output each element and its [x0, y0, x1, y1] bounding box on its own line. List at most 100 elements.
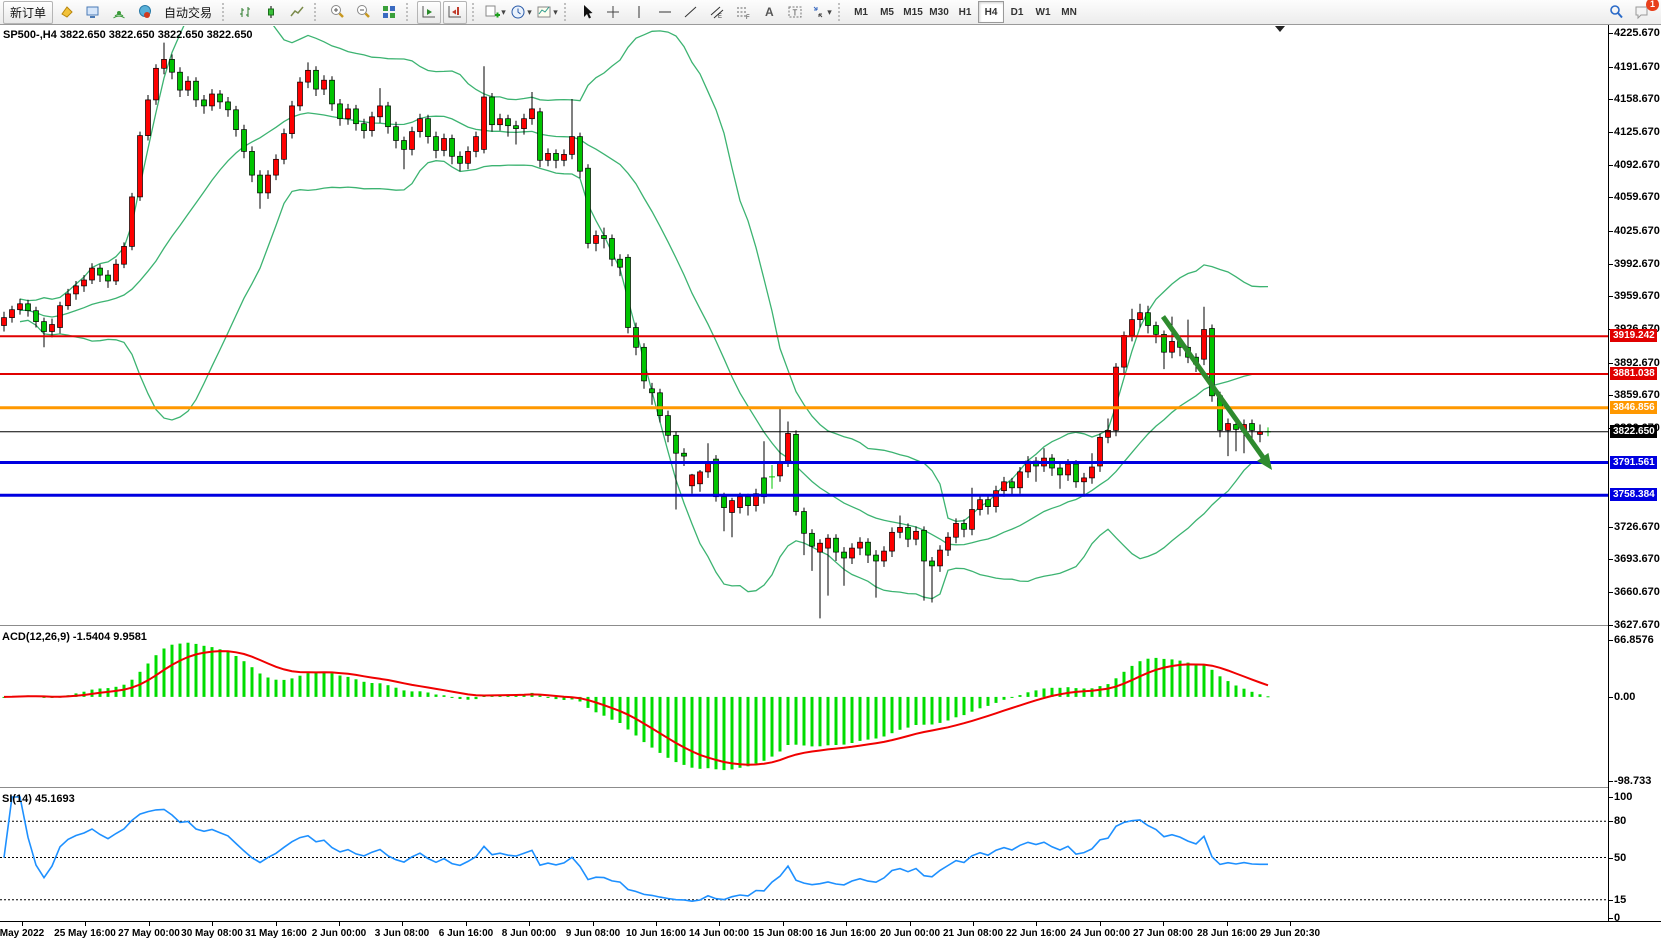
- chart-title: SP500-,H4 3822.650 3822.650 3822.650 382…: [3, 29, 253, 41]
- bar-chart-icon: [240, 7, 251, 17]
- axis-tick: [1609, 797, 1613, 798]
- chevron-down-icon[interactable]: ▾: [527, 6, 532, 17]
- timeframe-h4-button[interactable]: H4: [978, 1, 1005, 23]
- rsi-levels: [0, 820, 1608, 901]
- axis-tick: [1609, 296, 1613, 297]
- chart-shift-button[interactable]: [443, 0, 468, 24]
- toolbar-separator: [564, 3, 571, 21]
- price-axis[interactable]: 4225.670 4191.670 4158.670 4125.670 4092.670…: [1608, 25, 1661, 924]
- price-tick-label: 3859.670: [1614, 389, 1660, 401]
- new-order-button[interactable]: 新订单: [3, 0, 54, 24]
- signal-button[interactable]: [107, 1, 131, 24]
- tile-windows-button[interactable]: [377, 1, 401, 24]
- time-tick: [593, 922, 594, 926]
- price-tick-label: 4225.670: [1614, 27, 1660, 39]
- zoom-in-icon: [331, 5, 344, 18]
- horizontal-lines[interactable]: [0, 335, 1608, 497]
- time-label: 16 Jun 16:00: [815, 928, 877, 939]
- toolbar-separator: [222, 3, 229, 21]
- orders-button[interactable]: [55, 1, 79, 24]
- label-icon: T: [788, 6, 802, 18]
- timeframe-mn-button[interactable]: MN: [1061, 6, 1077, 18]
- time-label: 2 Jun 00:00: [311, 928, 367, 939]
- fibo-button[interactable]: F: [731, 1, 755, 24]
- vline-button[interactable]: [627, 1, 651, 24]
- orders-icon: [61, 6, 73, 18]
- search-button[interactable]: [1604, 1, 1628, 24]
- shapes-button[interactable]: ▾: [809, 1, 833, 24]
- timeframe-m15-button[interactable]: M15: [903, 6, 923, 18]
- axis-tick: [1609, 231, 1613, 232]
- bar-chart-button[interactable]: [233, 1, 257, 24]
- label-button[interactable]: T: [783, 1, 807, 24]
- crosshair-button[interactable]: [601, 1, 625, 24]
- cursor-icon: [584, 5, 593, 19]
- timeframe-d1-button[interactable]: D1: [1010, 6, 1024, 18]
- autotrade-label[interactable]: 自动交易: [164, 5, 213, 20]
- zoom-out-icon: [357, 5, 370, 18]
- price-chart[interactable]: [0, 26, 1608, 625]
- chat-button[interactable]: 1: [1630, 0, 1659, 24]
- chevron-down-icon[interactable]: ▾: [553, 6, 558, 17]
- channel-button[interactable]: E: [705, 1, 729, 24]
- price-tick-label: 3660.670: [1614, 586, 1660, 598]
- time-tick: [85, 922, 86, 926]
- candlestick-button[interactable]: [259, 1, 283, 24]
- time-label: 31 May 16:00: [245, 928, 307, 939]
- time-tick: [656, 922, 657, 926]
- time-label: 10 Jun 16:00: [625, 928, 687, 939]
- periods-button[interactable]: ▾: [509, 1, 533, 24]
- time-label: 22 Jun 16:00: [1005, 928, 1067, 939]
- price-tick-label: 4158.670: [1614, 93, 1660, 105]
- time-tick: [910, 922, 911, 926]
- time-tick: [529, 922, 530, 926]
- time-label: 21 Jun 08:00: [942, 928, 1004, 939]
- axis-tick: [1609, 363, 1613, 364]
- axis-tick: [1609, 197, 1613, 198]
- zoom-out-button[interactable]: [351, 1, 375, 24]
- svg-text:E: E: [718, 14, 722, 20]
- trend-arrow[interactable]: [1160, 315, 1272, 470]
- indicators-icon: [485, 5, 501, 18]
- axis-tick: [1609, 99, 1613, 100]
- rsi-pane[interactable]: [0, 790, 1608, 920]
- hline-button[interactable]: [653, 1, 677, 24]
- indicators-button[interactable]: ▾: [483, 1, 507, 24]
- terminal-button[interactable]: [81, 1, 105, 24]
- timeframe-m5-button[interactable]: M5: [880, 6, 894, 18]
- templates-button[interactable]: ▾: [535, 1, 559, 24]
- svg-text:F: F: [746, 15, 750, 20]
- macd-pane[interactable]: [0, 628, 1608, 787]
- time-label: 14 Jun 00:00: [688, 928, 750, 939]
- autotrade-button[interactable]: [133, 1, 157, 24]
- shapes-icon: [813, 6, 823, 18]
- rsi-line: [3, 796, 1268, 903]
- time-axis[interactable]: May 2022 25 May 16:00 27 May 00:00 30 May 0…: [0, 921, 1661, 942]
- text-icon: A: [765, 5, 774, 19]
- timeframe-h1-button[interactable]: H1: [958, 6, 972, 18]
- timeframe-m30-button[interactable]: M30: [929, 6, 949, 18]
- time-label: May 2022: [0, 928, 45, 939]
- time-tick: [1290, 922, 1291, 926]
- time-label: 30 May 08:00: [181, 928, 243, 939]
- macd-signal-line: [3, 650, 1269, 766]
- timeframe-w1-button[interactable]: W1: [1035, 6, 1051, 18]
- chevron-down-icon[interactable]: ▾: [827, 6, 832, 17]
- toolbar-separator: [472, 3, 479, 21]
- timeframe-m1-button[interactable]: M1: [854, 6, 868, 18]
- zoom-in-button[interactable]: [325, 1, 349, 24]
- auto-scroll-button[interactable]: [417, 0, 442, 24]
- chevron-down-icon[interactable]: ▾: [501, 6, 506, 17]
- axis-tick: [1609, 33, 1613, 34]
- time-tick: [1163, 922, 1164, 926]
- trendline-button[interactable]: [679, 1, 703, 24]
- fibo-icon: F: [737, 7, 750, 20]
- line-chart-button[interactable]: [285, 1, 309, 24]
- bar-shift-marker[interactable]: [1275, 26, 1285, 32]
- price-line-badge: 3881.038: [1610, 367, 1657, 380]
- cursor-button[interactable]: [575, 1, 599, 24]
- templates-icon: [537, 6, 551, 18]
- text-button[interactable]: A: [757, 1, 781, 24]
- axis-tick: [1609, 592, 1613, 593]
- axis-tick: [1609, 264, 1613, 265]
